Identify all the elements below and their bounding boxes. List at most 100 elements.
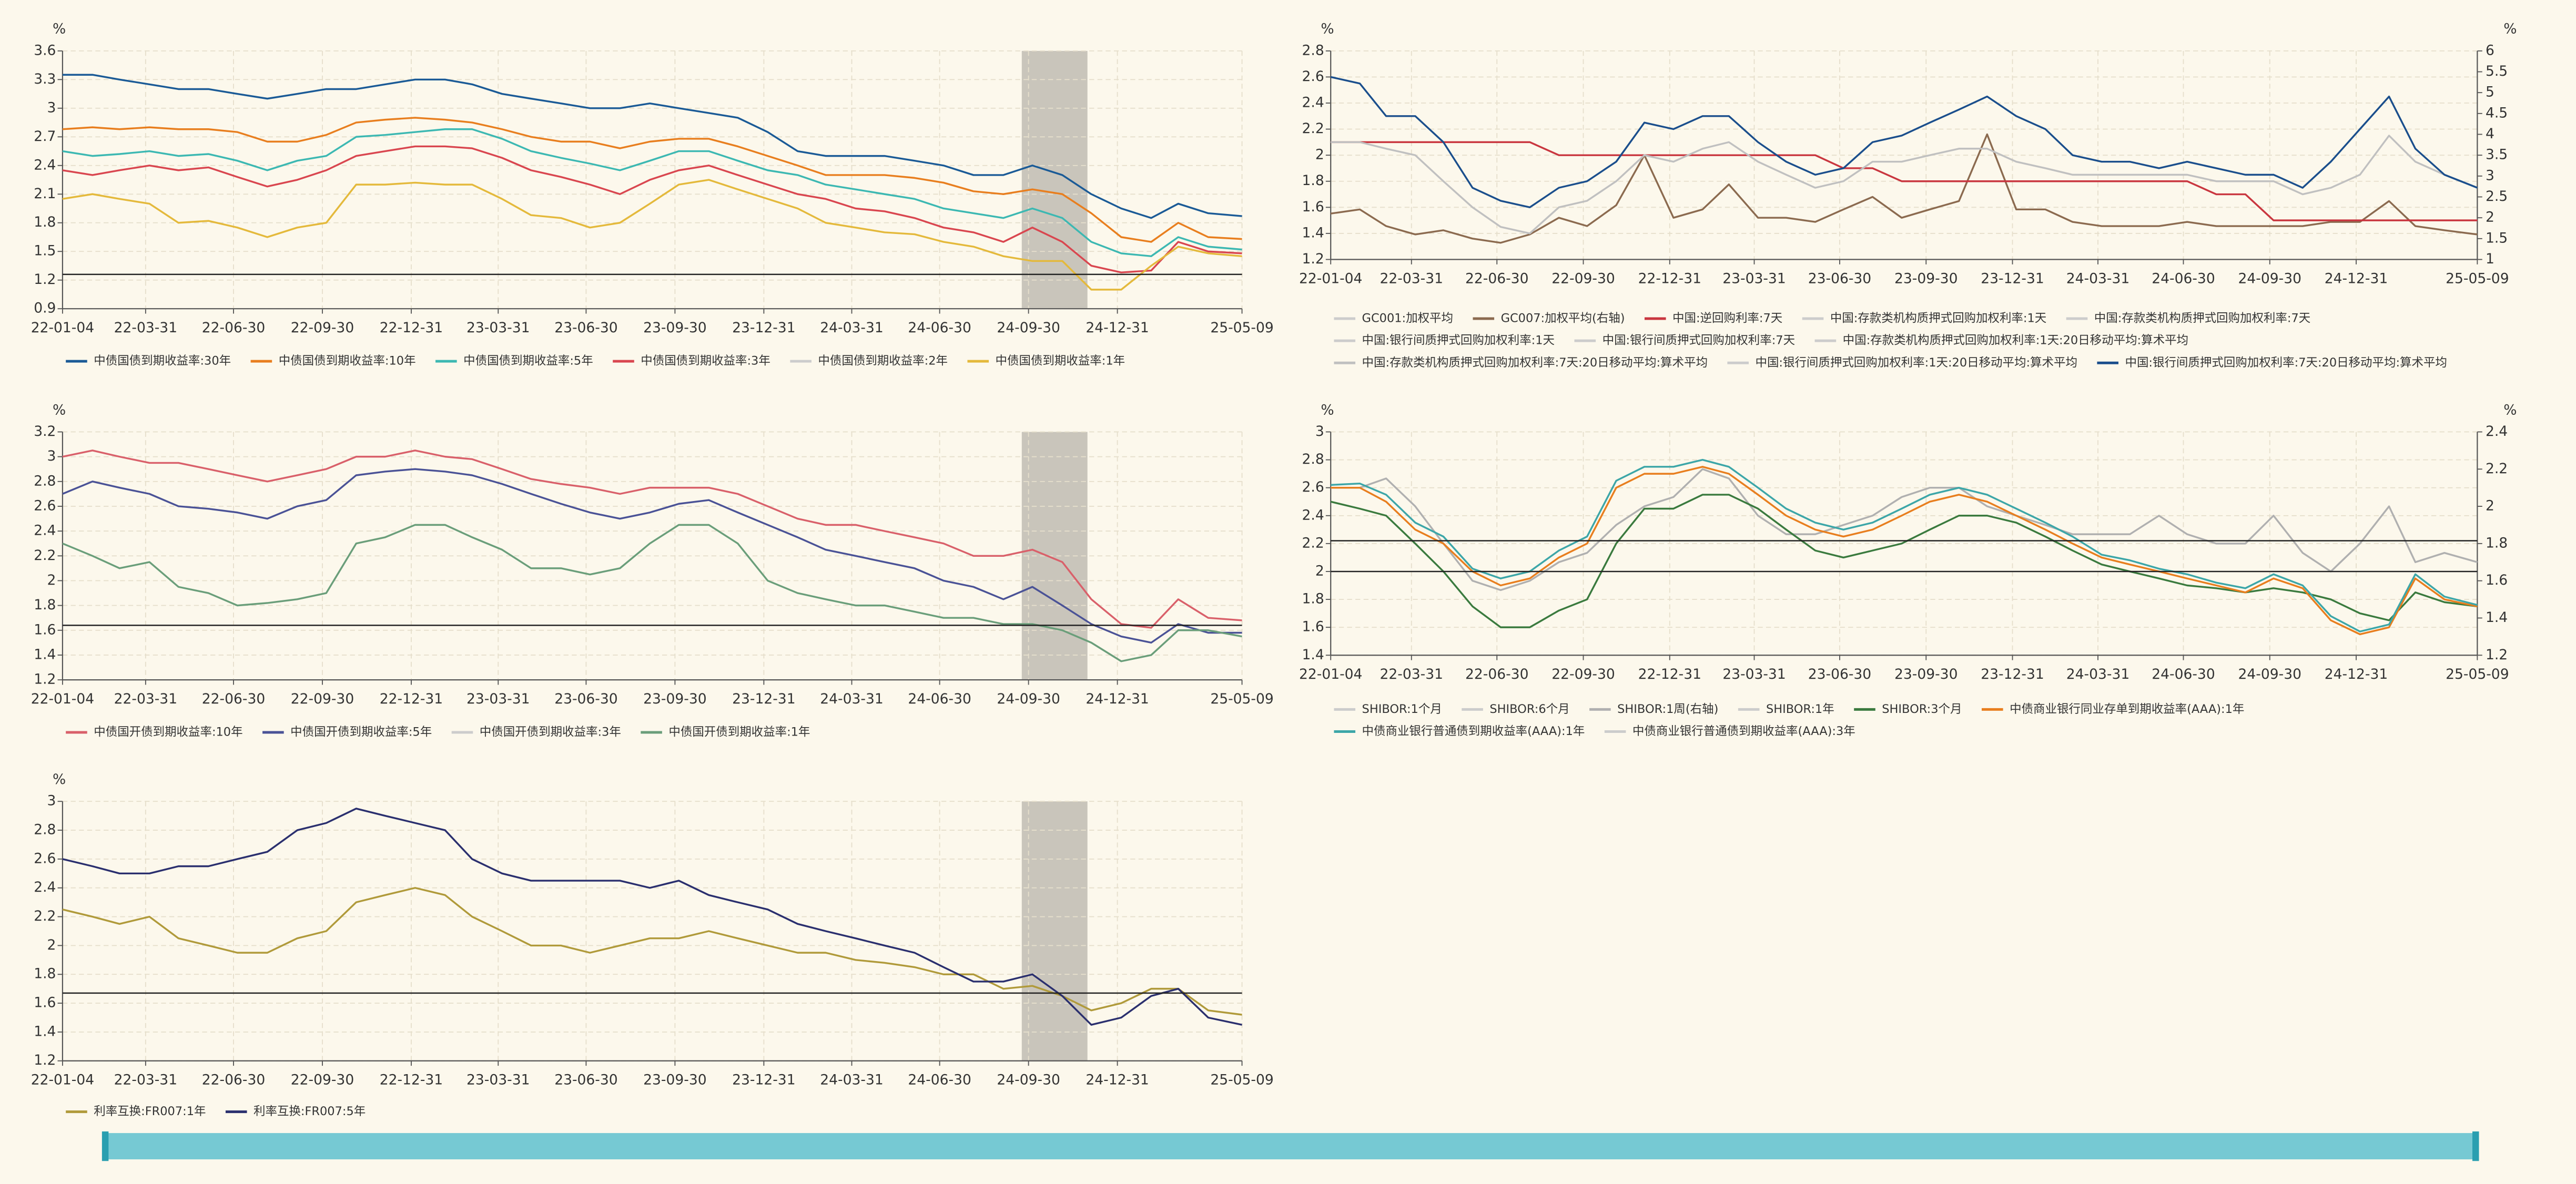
legend-item: GC007:加权平均(右轴) (1473, 311, 1625, 325)
legend-label: 中债国开债到期收益率:10年 (94, 726, 242, 739)
y-tick-label: 1.6 (1302, 619, 1324, 635)
x-tick-label: 24-09-30 (2238, 666, 2301, 682)
x-tick-label: 25-05-09 (1210, 1072, 1273, 1088)
x-tick-label: 22-03-31 (114, 1072, 177, 1088)
legend-item: 中债国开债到期收益率:10年 (66, 726, 243, 739)
series-line (62, 145, 1242, 273)
x-tick-label: 22-09-30 (291, 320, 354, 336)
legend-item: 中债国债到期收益率:3年 (613, 354, 770, 368)
legend-label: GC001:加权平均 (1362, 311, 1453, 325)
y-tick-label: 1.8 (34, 966, 56, 982)
x-tick-label: 22-06-30 (202, 320, 265, 336)
y2-axis-label: % (2503, 21, 2517, 37)
legend-label: 中国:银行间质押式回购加权利率:1天 (1362, 334, 1555, 348)
y-tick-label: 1.2 (34, 1052, 56, 1068)
legend-label: 中债国开债到期收益率:1年 (668, 726, 810, 739)
legend-item: 中债国开债到期收益率:5年 (262, 726, 432, 739)
legend-item: 中债国开债到期收益率:3年 (451, 726, 621, 739)
series-line (62, 128, 1242, 258)
legend-item: 中债国债到期收益率:10年 (250, 354, 416, 368)
series-line (1330, 76, 2478, 209)
y2-tick-label: 2.2 (2486, 461, 2508, 477)
y-axis-label: % (53, 21, 66, 37)
series-line (1331, 141, 2478, 221)
legend-item: 中国:存款类机构质押式回购加权利率:7天:20日移动平均:算术平均 (1334, 356, 1708, 370)
y-tick-label: 2.4 (1302, 507, 1324, 523)
y-tick-label: 3 (47, 448, 56, 464)
legend-item: 中债商业银行普通债到期收益率(AAA):1年 (1334, 724, 1585, 738)
x-tick-label: 22-06-30 (202, 1072, 265, 1088)
y2-tick-label: 1.8 (2486, 535, 2508, 551)
legend-item: GC001:加权平均 (1334, 311, 1453, 325)
y-tick-label: 1.8 (34, 214, 56, 230)
x-tick-label: 24-03-31 (2066, 270, 2129, 287)
legend-item: 中国:银行间质押式回购加权利率:7天 (1574, 334, 1795, 348)
x-tick-label: 23-03-31 (466, 1072, 530, 1088)
series-line (1331, 466, 2478, 636)
slider-handle[interactable] (102, 1131, 109, 1161)
highlight-band (1021, 801, 1088, 1061)
x-tick-label: 24-06-30 (908, 691, 971, 707)
x-tick-label: 24-06-30 (2152, 666, 2215, 682)
range-slider[interactable] (102, 1131, 2479, 1161)
y2-tick-label: 2.4 (2486, 423, 2508, 440)
x-tick-label: 24-09-30 (997, 320, 1060, 336)
y-tick-label: 1.4 (1302, 224, 1324, 241)
x-tick-label: 22-01-04 (1299, 270, 1362, 287)
legend-item: 中债商业银行同业存单到期收益率(AAA):1年 (1981, 702, 2244, 716)
legend-label: 中债国开债到期收益率:3年 (480, 726, 621, 739)
x-tick-label: 23-12-31 (732, 1072, 795, 1088)
y-tick-label: 1.8 (1302, 591, 1324, 607)
x-tick-label: 23-09-30 (643, 1072, 706, 1088)
slider-track[interactable] (104, 1133, 2478, 1160)
x-tick-label: 24-03-31 (820, 320, 883, 336)
legend-label: SHIBOR:1周(右轴) (1617, 702, 1718, 716)
x-tick-label: 22-01-04 (31, 1072, 94, 1088)
slider-handle[interactable] (2472, 1131, 2479, 1161)
x-tick-label: 24-03-31 (2066, 666, 2129, 682)
x-tick-label: 24-12-31 (2325, 666, 2388, 682)
y2-tick-label: 6 (2486, 42, 2494, 58)
series-line (62, 524, 1242, 662)
y-tick-label: 1.5 (34, 243, 56, 259)
x-tick-label: 25-05-09 (2446, 666, 2509, 682)
x-tick-label: 24-09-30 (2238, 270, 2301, 287)
y-tick-label: 3 (47, 99, 56, 116)
series-line (62, 450, 1242, 629)
highlight-band (1021, 50, 1088, 309)
series-line (62, 179, 1242, 291)
x-tick-label: 22-06-30 (202, 691, 265, 707)
legend-label: 利率互换:FR007:5年 (253, 1105, 366, 1118)
legend-item: 中国:逆回购利率:7天 (1644, 311, 1782, 325)
legend-label: 中国:银行间质押式回购加权利率:7天:20日移动平均:算术平均 (2125, 356, 2447, 370)
series-line (1330, 494, 2478, 628)
series-line (62, 808, 1242, 1026)
y-tick-label: 2 (47, 937, 56, 953)
x-tick-label: 24-03-31 (820, 1072, 883, 1088)
legend-item: 中国:银行间质押式回购加权利率:7天:20日移动平均:算术平均 (2097, 356, 2447, 370)
y-tick-label: 1.6 (1302, 199, 1324, 215)
series-line (1331, 458, 2478, 632)
legend-label: SHIBOR:1个月 (1362, 702, 1442, 716)
legend-label: 中债国债到期收益率:5年 (463, 354, 593, 368)
legend-label: 中债国债到期收益率:3年 (641, 354, 770, 368)
y2-tick-label: 5.5 (2486, 63, 2508, 79)
y-tick-label: 2.8 (34, 822, 56, 838)
x-tick-label: 24-12-31 (1086, 320, 1149, 336)
x-tick-label: 23-09-30 (1894, 666, 1958, 682)
legend-label: GC007:加权平均(右轴) (1501, 311, 1625, 325)
x-tick-label: 23-06-30 (554, 691, 617, 707)
y-tick-label: 2.7 (34, 128, 56, 145)
legend-item: 中国:银行间质押式回购加权利率:1天:20日移动平均:算术平均 (1727, 356, 2077, 370)
y2-tick-label: 5 (2486, 84, 2494, 100)
x-tick-label: 24-06-30 (2152, 270, 2215, 287)
y-tick-label: 2.4 (34, 157, 56, 173)
y2-tick-label: 1.4 (2486, 609, 2508, 626)
x-tick-label: 25-05-09 (1210, 320, 1273, 336)
legend-item: 中国:银行间质押式回购加权利率:1天 (1334, 334, 1555, 348)
series-line (62, 117, 1242, 243)
y-tick-label: 2.2 (34, 547, 56, 564)
series-line (62, 887, 1242, 1016)
legend-item: 中债国债到期收益率:2年 (790, 354, 948, 368)
y-tick-label: 0.9 (34, 300, 56, 317)
